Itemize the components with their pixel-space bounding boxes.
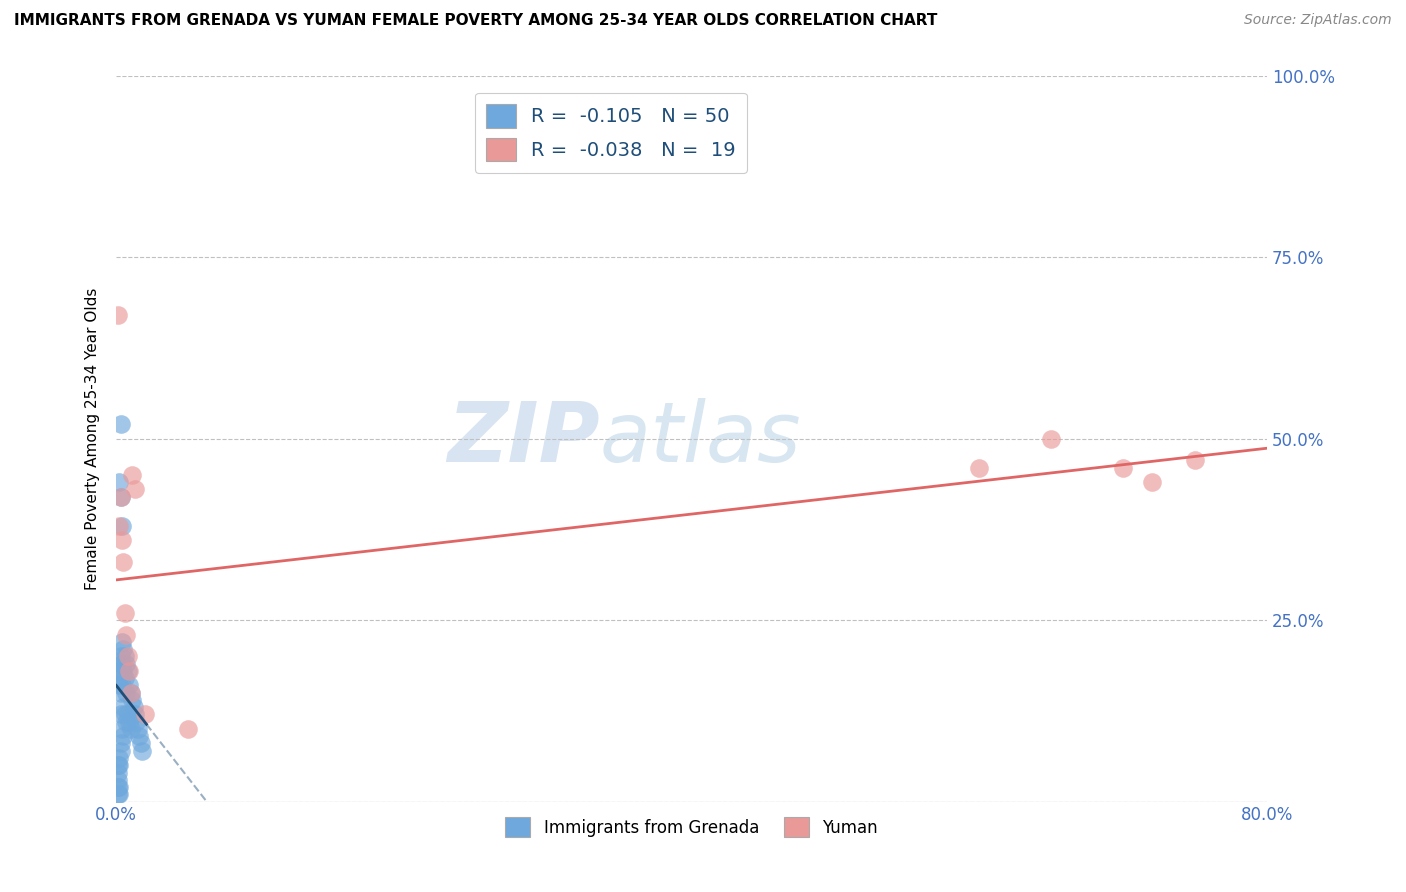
Point: [120, 686, 142, 700]
Text: Source: ZipAtlas.com: Source: ZipAtlas.com: [1244, 13, 1392, 28]
Point: [117, 649, 139, 664]
Point: [114, 649, 136, 664]
Point: [110, 649, 132, 664]
Point: [1140, 475, 1163, 489]
Point: [110, 737, 132, 751]
Point: [117, 707, 139, 722]
Point: [112, 700, 135, 714]
Point: [110, 686, 132, 700]
Point: [115, 714, 138, 729]
Point: [1112, 460, 1135, 475]
Point: [122, 700, 145, 714]
Point: [129, 737, 152, 751]
Point: [114, 606, 136, 620]
Y-axis label: Female Poverty Among 25-34 Year Olds: Female Poverty Among 25-34 Year Olds: [86, 287, 100, 590]
Point: [107, 772, 129, 787]
Point: [121, 693, 143, 707]
Point: [114, 671, 136, 685]
Point: [107, 787, 129, 801]
Point: [108, 664, 131, 678]
Point: [125, 714, 148, 729]
Point: [111, 518, 134, 533]
Point: [114, 707, 136, 722]
Point: [110, 490, 132, 504]
Point: [1040, 432, 1063, 446]
Point: [131, 744, 153, 758]
Text: atlas: atlas: [599, 398, 801, 479]
Point: [111, 678, 134, 692]
Point: [108, 678, 131, 692]
Point: [107, 758, 129, 772]
Point: [108, 751, 131, 765]
Text: IMMIGRANTS FROM GRENADA VS YUMAN FEMALE POVERTY AMONG 25-34 YEAR OLDS CORRELATIO: IMMIGRANTS FROM GRENADA VS YUMAN FEMALE …: [14, 13, 938, 29]
Point: [118, 714, 141, 729]
Point: [112, 642, 135, 657]
Point: [107, 780, 129, 794]
Point: [118, 664, 141, 678]
Point: [111, 635, 134, 649]
Point: [134, 707, 156, 722]
Text: ZIP: ZIP: [447, 398, 599, 479]
Point: [110, 744, 132, 758]
Point: [1184, 453, 1206, 467]
Point: [128, 729, 150, 743]
Point: [108, 475, 131, 489]
Point: [110, 707, 132, 722]
Point: [107, 308, 129, 322]
Point: [107, 765, 129, 780]
Point: [110, 657, 132, 671]
Point: [121, 467, 143, 482]
Point: [112, 664, 135, 678]
Point: [111, 657, 134, 671]
Point: [115, 627, 138, 641]
Point: [108, 787, 131, 801]
Point: [108, 758, 131, 772]
Legend: Immigrants from Grenada, Yuman: Immigrants from Grenada, Yuman: [499, 811, 884, 844]
Point: [115, 657, 138, 671]
Point: [177, 722, 200, 736]
Point: [112, 555, 135, 569]
Point: [120, 686, 142, 700]
Point: [117, 664, 139, 678]
Point: [127, 722, 149, 736]
Point: [110, 417, 132, 431]
Point: [120, 722, 142, 736]
Point: [108, 780, 131, 794]
Point: [108, 671, 131, 685]
Point: [967, 460, 990, 475]
Point: [110, 490, 132, 504]
Point: [111, 533, 134, 548]
Point: [124, 707, 146, 722]
Point: [124, 483, 146, 497]
Point: [115, 686, 138, 700]
Point: [118, 678, 141, 692]
Point: [112, 729, 135, 743]
Point: [111, 722, 134, 736]
Point: [108, 518, 131, 533]
